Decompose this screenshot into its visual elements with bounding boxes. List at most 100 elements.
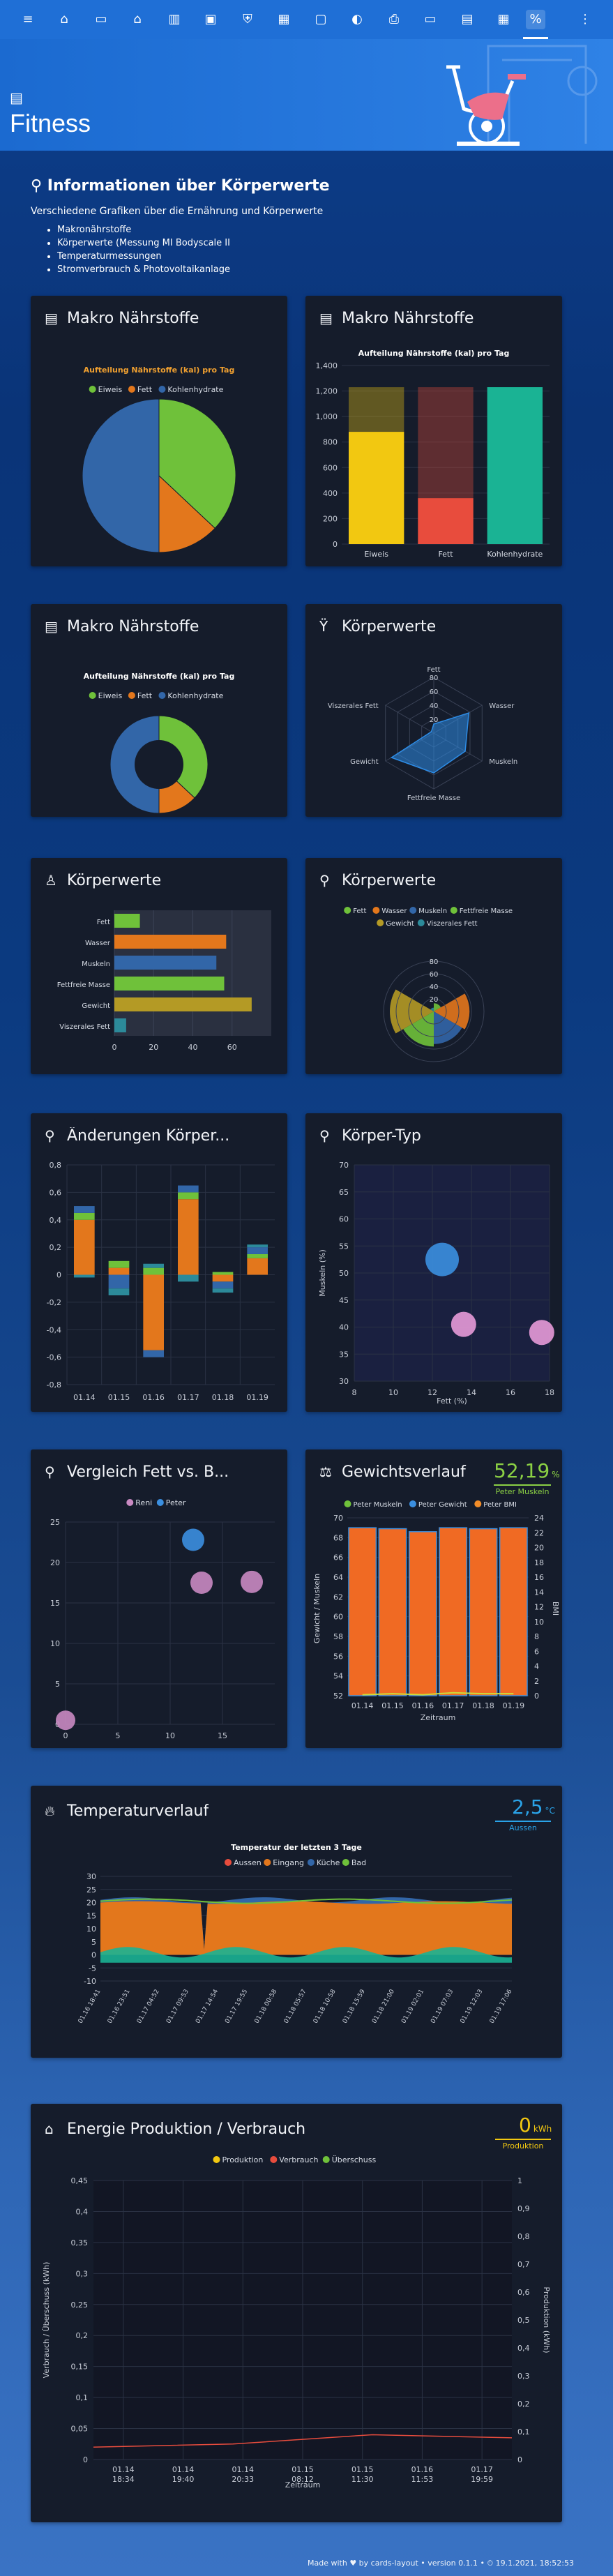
view-header: ▤ Fitness [0,39,613,151]
tick-label: 1,000 [316,412,338,421]
tick-label: 0,6 [517,2288,530,2297]
tick-label: 12 [427,1388,437,1397]
card-title-text: Makro Nährstoffe [67,618,199,635]
tick-label: 6 [534,1647,539,1656]
bar [212,1272,234,1275]
legend-marker [450,907,457,914]
tick-label: 01.14 [172,2465,194,2474]
chart-title: Aufteilung Nährstoffe (kal) pro Tag [84,672,235,681]
tick-label: 60 [227,1043,237,1052]
current-value: 52,19% [494,1459,560,1482]
tick-label: 56 [333,1652,343,1661]
menu-icon[interactable]: ≡ [22,12,33,27]
card-koerper-hbar: ♙ Körperwerte 0 20 40 60 Fett Wasser Muskeln Fet… [31,858,287,1074]
tick-label: 01.17 09:53 [165,1989,190,2025]
tick-label: 8 [352,1388,357,1397]
card-vergleich: ⚲Vergleich Fett vs. B... 051015202505101… [31,1449,287,1748]
tick-label: 20 [430,996,439,1004]
tick-label: 60 [333,1613,343,1622]
legend-label: Aussen [234,1858,262,1867]
tick-label: 01.16 [411,2465,434,2474]
briefcase-icon[interactable]: ▢ [315,12,327,27]
tick-label: Viszerales Fett [59,1023,110,1031]
tick-label: 01.17 19:55 [224,1989,249,2025]
desktop-icon[interactable]: ▭ [424,12,437,27]
legend-label: Fett [137,691,153,700]
card-title-text: Gewichtsverlauf [342,1463,466,1481]
more-icon[interactable]: ⋮ [579,12,591,27]
calendar-icon[interactable]: ▦ [278,12,290,27]
compass-icon[interactable]: ◐ [351,12,363,27]
home-icon[interactable]: ⌂ [60,12,68,27]
search-icon: ⚲ [319,1127,330,1144]
legend-label: Produktion [222,2155,263,2164]
tick-label: 35 [339,1350,349,1359]
bar [114,914,140,928]
tick-label: 01.19 02:01 [400,1989,425,2025]
tick-label: 01.18 15:59 [342,1988,367,2024]
tick-label: 14 [467,1388,476,1397]
bar [114,997,252,1011]
tick-label: 65 [339,1188,349,1197]
tick-label: -0,2 [47,1298,61,1307]
tick-label: 01.16 [142,1393,165,1402]
axis-label: Wasser [489,702,515,710]
tv2-icon[interactable]: ▦ [497,12,510,27]
card-title-text: Energie Produktion / Verbrauch [67,2121,306,2138]
tick-label: 15 [218,1731,227,1740]
bar [418,498,474,544]
scatter-point [529,1320,554,1346]
card-makro-donut: ▤ Makro Nährstoffe Aufteilung Nährstoffe … [31,604,287,817]
tick-label: 0 [91,1951,96,1960]
tick-label: 4 [534,1662,539,1671]
legend-marker [213,2156,220,2163]
radiator-icon[interactable]: ▥ [168,12,181,27]
list-item: Körperwerte (Messung MI Bodyscale II [57,236,230,250]
legend-marker [264,1859,271,1866]
tick-label: 0,8 [517,2232,530,2241]
axis-title: BMI [551,1602,560,1615]
tick-label: 0 [517,2455,522,2464]
axis-title: Zeitraum [285,2480,321,2490]
tick-label: 01.18 10:58 [312,1988,338,2024]
tick-label: -0,4 [47,1325,61,1334]
tick-label: 0,4 [76,2207,89,2216]
tick-label: 01.18 21:00 [371,1988,396,2024]
chart-title: Aufteilung Nährstoffe (kal) pro Tag [358,349,510,358]
axis-title: Zeitraum [421,1713,456,1722]
legend-label: Fett [353,907,366,915]
tick-label: 0 [83,2455,88,2464]
tick-label: 52 [333,1692,343,1701]
tick-label: 0,8 [50,1161,62,1170]
tick-label: -10 [84,1977,96,1986]
pie-slice [158,474,215,553]
tick-label: 40 [188,1043,198,1052]
tv-icon[interactable]: ▣ [204,12,217,27]
laptop-icon[interactable]: ▭ [95,12,107,27]
legend-label: Fettfreie Masse [460,907,513,915]
card-title-text: Körperwerte [342,618,437,635]
table-icon[interactable]: ▤ [461,12,474,27]
printer-icon[interactable]: ⎙ [388,12,400,27]
bar [143,1267,164,1275]
current-value: 0 kWh [519,2114,552,2137]
card-title-text: Körperwerte [342,872,437,889]
tick-label: 24 [534,1514,544,1523]
shield-icon[interactable]: ⛨ [243,12,252,27]
tick-label: 54 [333,1672,343,1681]
polar-slice [434,993,470,1030]
tick-label: 01.17 14:54 [195,1988,220,2024]
bar [108,1288,130,1296]
donut-hole [135,740,183,789]
scatter-point [190,1572,213,1594]
tick-label: 0,45 [71,2176,89,2185]
tick-label: 20 [86,1899,96,1908]
stats-icon[interactable]: % [523,10,548,39]
tick-label: 600 [323,463,338,472]
tick-label: 14 [534,1588,544,1597]
legend-marker [128,386,135,393]
bar [212,1281,234,1289]
tick-label: 55 [339,1242,349,1251]
tick-label: 800 [323,438,338,447]
bank-icon[interactable]: ⌂ [133,12,142,27]
